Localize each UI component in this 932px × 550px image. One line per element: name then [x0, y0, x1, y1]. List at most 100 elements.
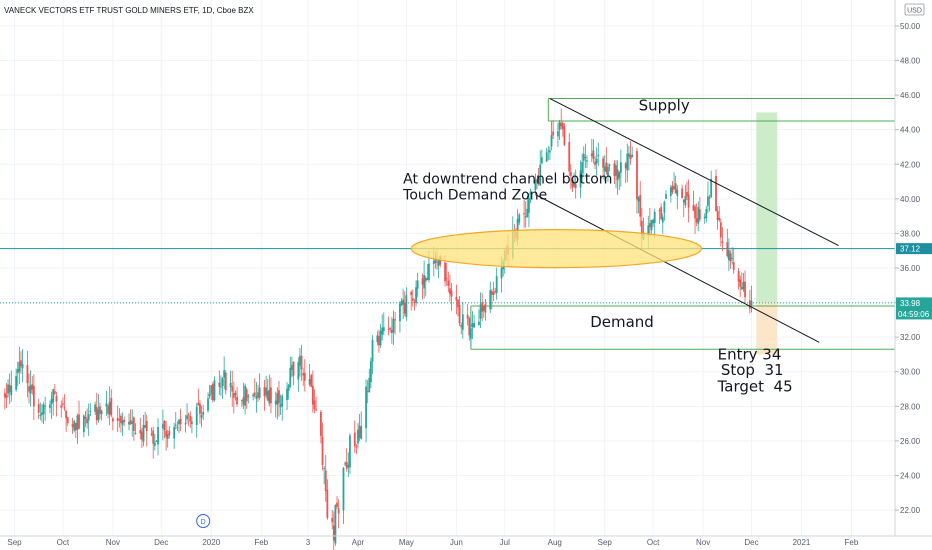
candle-body	[168, 430, 171, 436]
time-tick-label: Feb	[845, 538, 859, 547]
dividend-marker[interactable]: D	[196, 514, 211, 528]
candle-body	[186, 415, 188, 420]
candle	[437, 258, 440, 279]
candle	[574, 169, 577, 199]
candle-body	[89, 411, 92, 413]
candle-body	[592, 150, 595, 159]
candle	[744, 270, 746, 304]
candle-body	[608, 164, 611, 166]
time-axis[interactable]: Sep Oct Nov Dec 2020 Feb 3 Apr May Jun Jul Aug Sep Oc…	[7, 538, 859, 547]
zones-layer	[0, 98, 895, 355]
target-zone	[756, 112, 778, 303]
candle-body	[536, 180, 538, 182]
candle-body	[658, 210, 661, 212]
candle	[61, 397, 64, 408]
candle-body	[308, 379, 311, 385]
candle	[234, 390, 237, 401]
candle-body	[287, 385, 290, 391]
candle-body	[342, 467, 345, 511]
candle	[416, 272, 419, 298]
candle	[660, 203, 663, 221]
candle-body	[529, 191, 532, 195]
candle-body	[619, 162, 622, 173]
candle-body	[478, 321, 480, 325]
candle	[378, 329, 380, 353]
channel-note-line1: At downtrend channel bottom	[403, 171, 612, 187]
candle	[603, 155, 606, 182]
candle	[687, 179, 690, 223]
candle	[484, 299, 487, 321]
candle	[728, 238, 730, 271]
candle	[63, 394, 66, 412]
candle-body	[129, 420, 132, 425]
candle-body	[347, 464, 350, 468]
candle-body	[479, 304, 482, 319]
candle-body	[144, 425, 147, 428]
candle-body	[10, 385, 13, 396]
candle	[682, 199, 685, 218]
candle	[286, 382, 288, 411]
candle-body	[494, 290, 496, 292]
candle-body	[650, 220, 653, 230]
candle-body	[647, 225, 650, 236]
candle	[710, 170, 713, 199]
candle	[97, 393, 100, 423]
candle	[223, 356, 226, 389]
price-axis[interactable]: 22.0024.0026.0028.0030.0032.0034.0036.00…	[895, 22, 921, 515]
candle	[426, 264, 429, 281]
candle-body	[549, 150, 551, 153]
candle-body	[695, 218, 698, 223]
candle-body	[131, 421, 134, 424]
candle-body	[748, 300, 751, 309]
candle	[290, 356, 293, 378]
candle-body	[669, 187, 672, 196]
candle	[534, 173, 537, 196]
candle	[240, 399, 243, 408]
candle	[721, 227, 724, 251]
candle-body	[211, 384, 214, 401]
time-tick-label: Jul	[500, 538, 510, 547]
candle-body	[653, 211, 656, 223]
candle	[21, 349, 24, 383]
candle-body	[310, 375, 313, 387]
candle	[345, 448, 348, 472]
candle-body	[434, 259, 437, 263]
candle	[424, 275, 427, 297]
candle-body	[473, 322, 476, 328]
candle-body	[187, 414, 190, 416]
candle	[726, 228, 729, 258]
candle	[50, 391, 53, 420]
candle-body	[263, 386, 266, 397]
candle-body	[595, 158, 598, 164]
candle	[387, 316, 390, 336]
candle-body	[403, 302, 406, 314]
candle-body	[302, 373, 305, 376]
candlesticks	[3, 108, 753, 550]
candle-body	[660, 207, 663, 220]
candle-body	[489, 290, 492, 310]
price-tick-label: 36.00	[900, 264, 921, 273]
candle	[536, 178, 538, 189]
candle	[402, 288, 405, 320]
candle-body	[682, 199, 685, 203]
candle-body	[292, 361, 295, 376]
price-tick-label: 50.00	[900, 22, 921, 31]
candle	[349, 433, 351, 474]
currency-button[interactable]	[904, 3, 925, 16]
candle	[648, 208, 651, 237]
candle	[224, 370, 227, 395]
candle-body	[552, 131, 555, 136]
candle-body	[444, 262, 446, 282]
candle	[411, 289, 414, 307]
candle-body	[245, 389, 248, 402]
candle	[270, 377, 272, 414]
candle-body	[426, 278, 429, 281]
candle	[42, 402, 45, 425]
candle-body	[526, 208, 529, 217]
time-tick-label: 2020	[202, 538, 220, 547]
candle-body	[220, 386, 222, 388]
candle	[107, 403, 109, 419]
candle-body	[163, 420, 166, 431]
time-tick-label: Nov	[696, 538, 710, 547]
